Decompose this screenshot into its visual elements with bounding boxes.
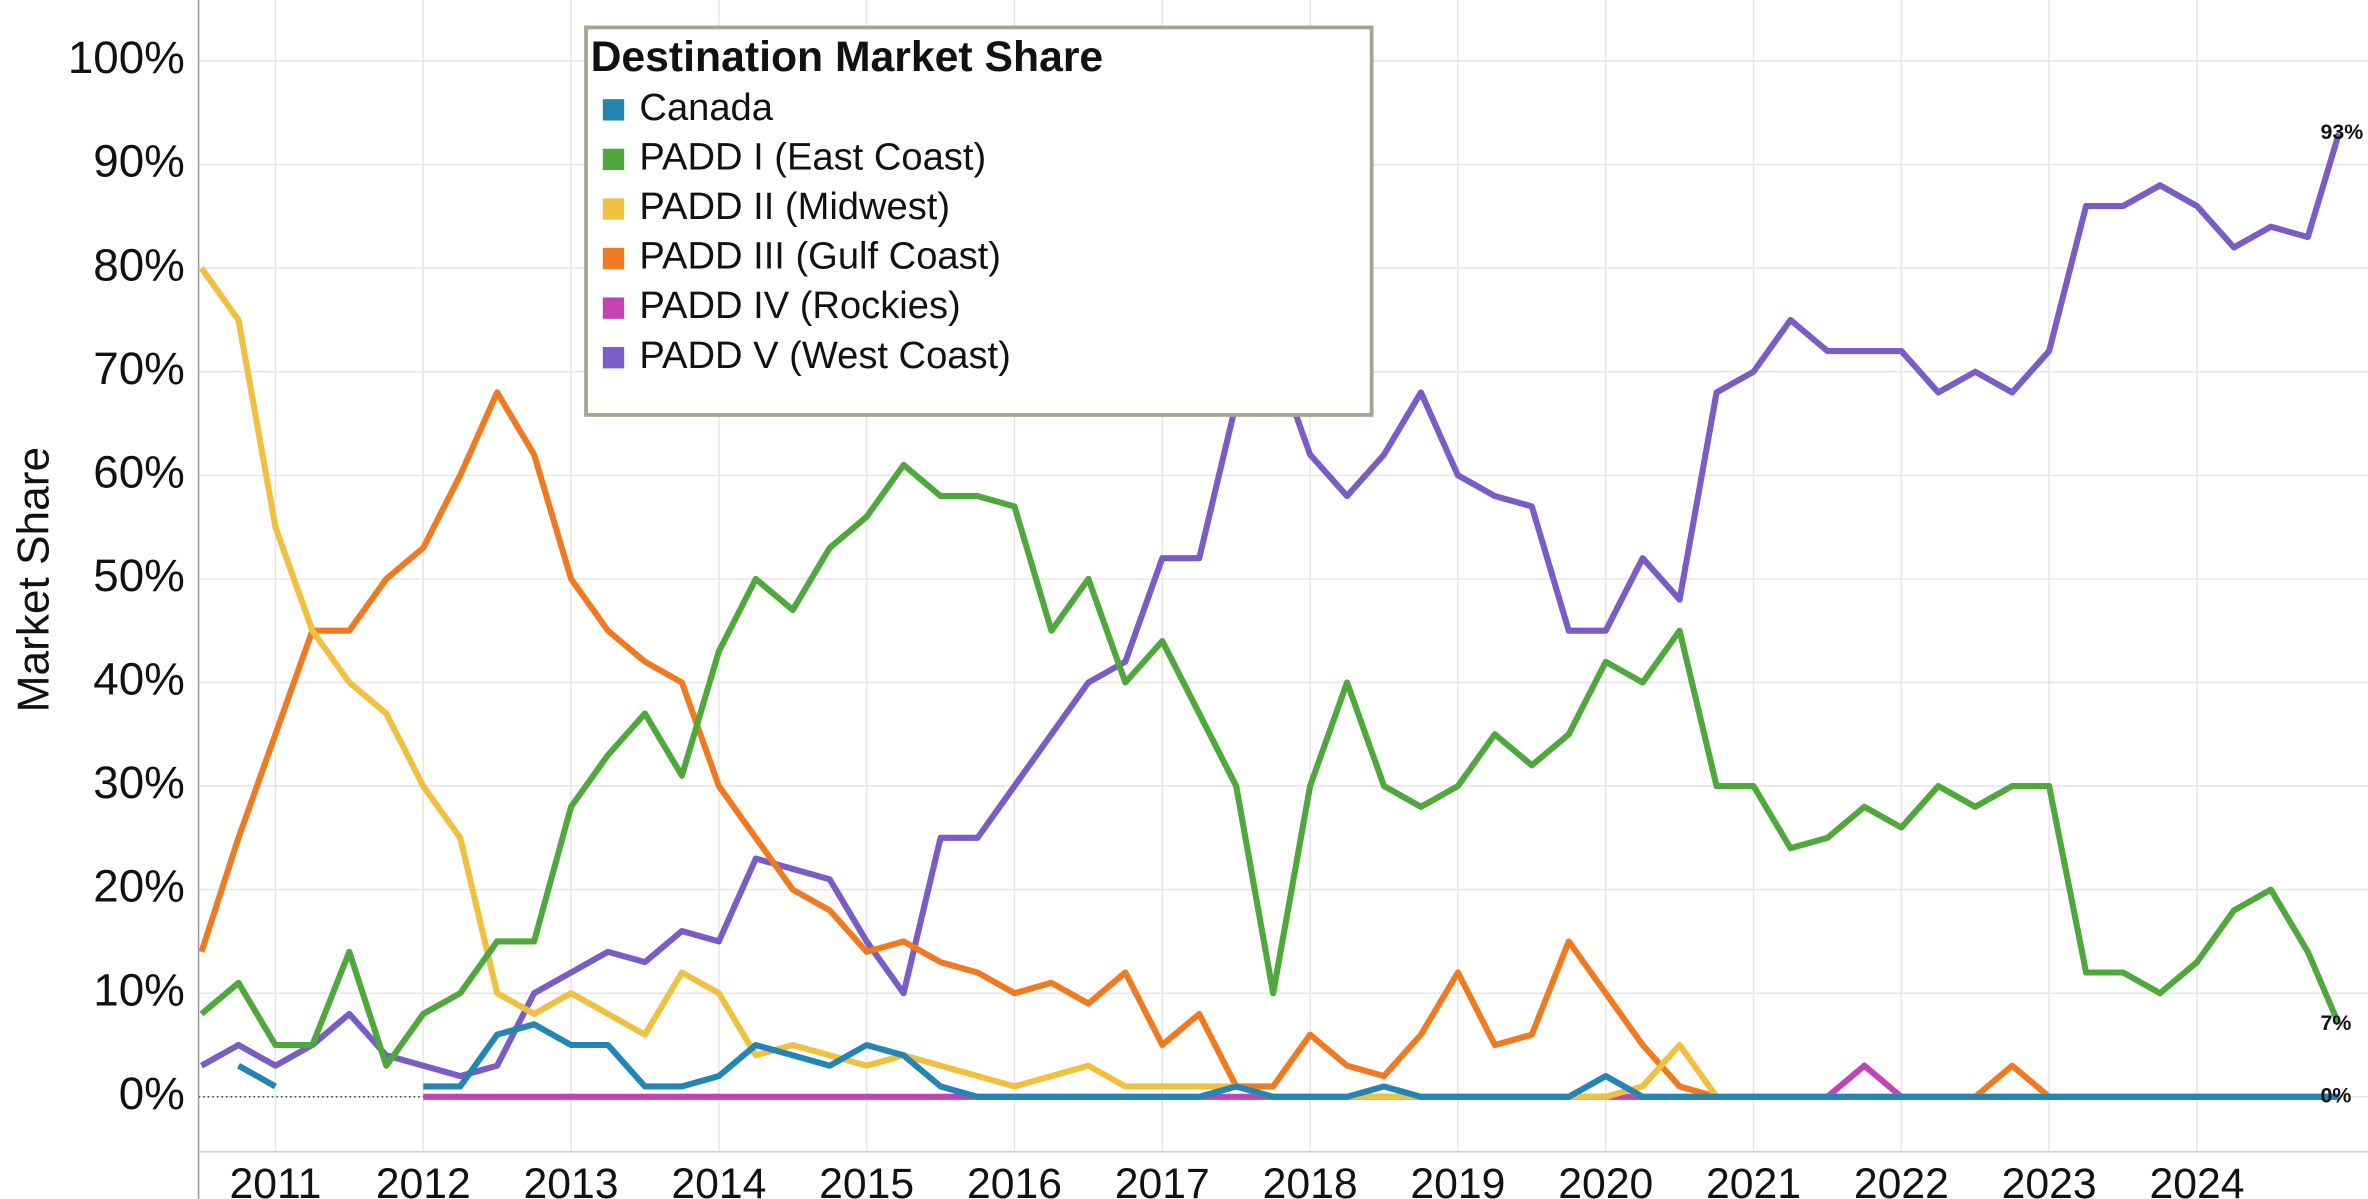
legend-swatch — [602, 297, 625, 319]
legend-swatch — [602, 247, 625, 270]
y-tick-label: 70% — [93, 343, 185, 394]
x-tick-label: 2024 — [2149, 1160, 2244, 1199]
x-tick-label: 2014 — [671, 1160, 766, 1199]
y-tick-label: 60% — [93, 446, 185, 497]
legend-label: PADD V (West Coast) — [639, 334, 1010, 377]
legend-swatch — [602, 148, 625, 171]
y-tick-label: 30% — [93, 757, 185, 808]
legend-swatch — [602, 347, 625, 369]
legend-swatch — [602, 99, 625, 121]
y-tick-label: 80% — [93, 239, 185, 290]
x-tick-label: 2020 — [1558, 1160, 1653, 1199]
y-tick-label: 10% — [93, 964, 185, 1015]
legend-label: PADD II (Midwest) — [639, 185, 950, 228]
x-tick-label: 2012 — [376, 1160, 471, 1199]
x-tick-label: 2021 — [1706, 1160, 1801, 1199]
legend-label: PADD I (East Coast) — [639, 135, 986, 178]
y-tick-label: 90% — [93, 136, 185, 187]
x-tick-label: 2023 — [2002, 1160, 2097, 1199]
x-tick-label: 2013 — [524, 1160, 619, 1199]
legend-swatch — [602, 198, 625, 220]
x-tick-label: 2019 — [1410, 1160, 1505, 1199]
series-line — [236, 1021, 2339, 1100]
legend-label: PADD IV (Rockies) — [639, 284, 960, 327]
end-label: 0% — [2321, 1083, 2352, 1107]
x-tick-label: 2015 — [819, 1160, 914, 1199]
x-tick-label: 2022 — [1854, 1160, 1949, 1199]
legend-label: Canada — [639, 86, 773, 129]
series-line — [198, 389, 2339, 1100]
series-line — [199, 461, 2342, 1069]
x-tick-label: 2017 — [1115, 1160, 1210, 1199]
end-label: 93% — [2321, 120, 2364, 144]
y-tick-label: 100% — [68, 32, 185, 83]
y-tick-label: 0% — [119, 1068, 185, 1119]
x-tick-label: 2016 — [967, 1160, 1062, 1199]
legend-label: PADD III (Gulf Coast) — [639, 235, 1001, 278]
y-axis-label: Market Share — [10, 447, 59, 712]
y-tick-label: 20% — [93, 861, 185, 912]
legend-title: Destination Market Share — [591, 33, 1104, 81]
x-tick-label: 2018 — [1263, 1160, 1358, 1199]
x-tick-label: 2011 — [230, 1160, 322, 1199]
y-tick-label: 40% — [93, 654, 185, 705]
end-label: 7% — [2321, 1011, 2352, 1035]
legend: Destination Market Share Canada PADD I (E… — [584, 25, 1374, 417]
legend-box — [584, 25, 1374, 417]
y-tick-label: 50% — [93, 550, 185, 601]
